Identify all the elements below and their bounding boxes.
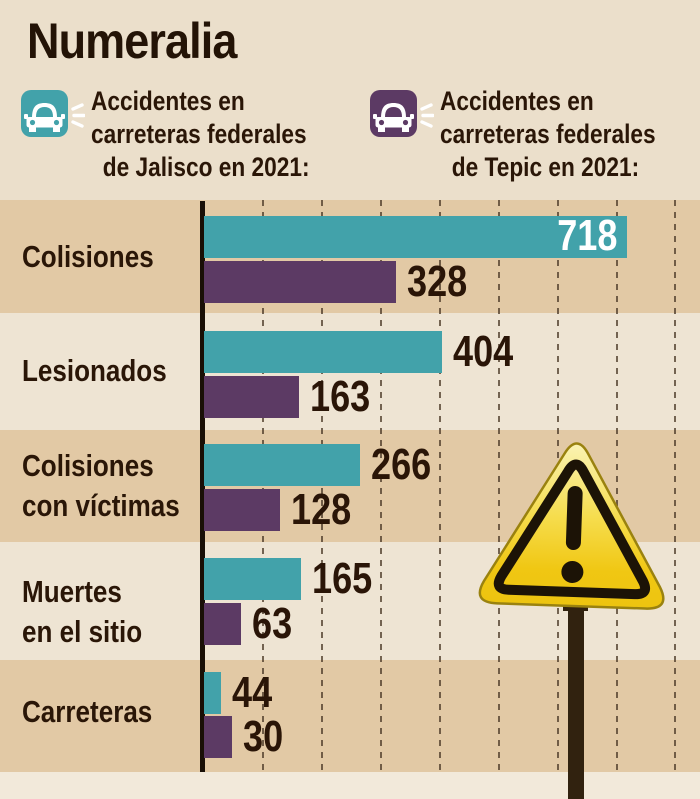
bar-segment (204, 331, 442, 373)
page-title: Numeralia (27, 13, 237, 69)
bar-jalisco-lesionados: 404 (204, 327, 526, 376)
car-honk-icon (21, 90, 85, 137)
gridline (674, 200, 676, 772)
row-label-lesionados: Lesionados (22, 353, 167, 388)
car-honk-icon (370, 90, 434, 137)
row-label-muertes-en-el-sitio: Muertes en el sitio (22, 574, 143, 649)
bar-jalisco-carreteras: 44 (204, 668, 281, 717)
bar-segment (204, 261, 396, 303)
value-label: 718 (556, 211, 617, 260)
value-label: 44 (232, 668, 273, 717)
bar-jalisco-colisiones: 718 (204, 211, 627, 260)
bar-segment (204, 716, 232, 758)
value-label: 128 (291, 485, 352, 534)
legend-tepic-label: Accidentes en carreteras federales de Te… (440, 86, 656, 182)
bar-segment (204, 558, 301, 600)
bar-jalisco-colisiones-con-victimas: 266 (204, 440, 444, 489)
row-label-colisiones-con-victimas: Colisiones con víctimas (22, 448, 180, 523)
bar-tepic-muertes: 63 (204, 599, 301, 648)
bar-segment (204, 603, 241, 645)
bar-segment: 718 (204, 211, 627, 260)
bar-tepic-colisiones-con-victimas: 128 (204, 485, 364, 534)
bar-segment (204, 376, 299, 418)
bar-segment (204, 489, 280, 531)
gridline (616, 200, 618, 772)
bar-tepic-lesionados: 163 (204, 372, 383, 421)
value-label: 63 (252, 599, 293, 648)
warning-sign-icon (478, 442, 665, 799)
gridline (498, 200, 500, 772)
gridline (321, 200, 323, 772)
bar-jalisco-muertes: 165 (204, 554, 385, 603)
row-label-colisiones: Colisiones (22, 239, 154, 274)
legend-jalisco-label: Accidentes en carreteras federales de Ja… (91, 86, 310, 182)
bar-tepic-colisiones: 328 (204, 257, 480, 306)
value-label: 165 (312, 554, 373, 603)
gridline (380, 200, 382, 772)
bar-segment (204, 444, 360, 486)
gridline (262, 200, 264, 772)
value-label: 328 (407, 257, 468, 306)
value-label: 404 (453, 327, 514, 376)
value-label: 30 (243, 712, 284, 761)
bar-tepic-carreteras: 30 (204, 712, 292, 761)
value-label: 266 (371, 440, 432, 489)
y-axis-line (200, 201, 205, 772)
bar-segment (204, 672, 221, 714)
row-label-carreteras: Carreteras (22, 694, 153, 729)
gridline (439, 200, 441, 772)
value-label: 163 (310, 372, 371, 421)
